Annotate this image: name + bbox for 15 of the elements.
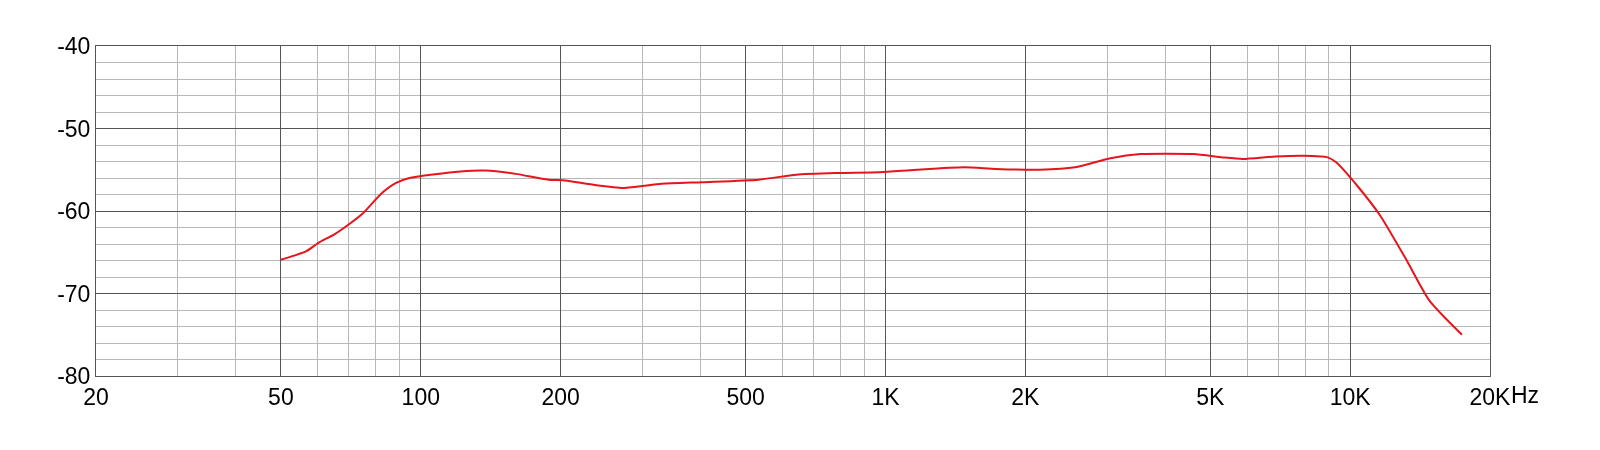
x-tick-label: 5K bbox=[1196, 383, 1225, 410]
x-tick-label: 50 bbox=[268, 383, 294, 410]
x-tick-label: 1K bbox=[871, 383, 901, 410]
x-axis-title: Hz bbox=[1511, 382, 1540, 408]
y-tick-label: -50 bbox=[57, 115, 91, 142]
y-tick-label: -60 bbox=[57, 198, 91, 225]
x-tick-label: 100 bbox=[401, 383, 440, 410]
x-tick-label: 20 bbox=[83, 383, 109, 410]
x-tick-label: 2K bbox=[1011, 383, 1041, 410]
x-tick-label: 10K bbox=[1329, 383, 1372, 410]
y-tick-label: -70 bbox=[57, 280, 91, 307]
x-tick-label: 20K bbox=[1469, 383, 1512, 410]
x-tick-label: 200 bbox=[541, 383, 580, 410]
y-tick-label: -40 bbox=[57, 33, 91, 60]
x-tick-label: 500 bbox=[726, 383, 765, 410]
